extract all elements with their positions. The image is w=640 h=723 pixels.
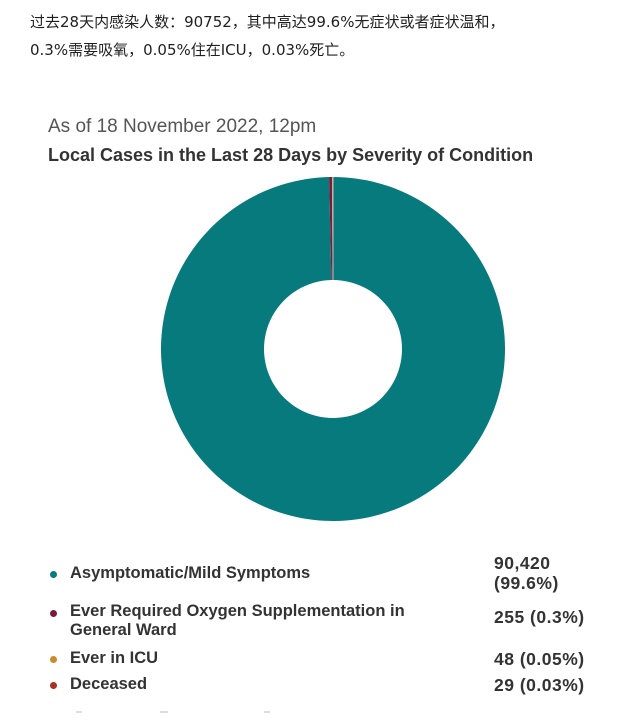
legend-value: 29 (0.03%) [494, 675, 614, 695]
donut-chart [160, 177, 505, 521]
chart-card: As of 18 November 2022, 12pm Local Cases… [0, 100, 640, 723]
legend-label-line: Ever in ICU [70, 649, 159, 667]
legend-marker [50, 571, 57, 578]
legend-label-line: General Ward [70, 621, 177, 639]
legend-value-line: 90,420 [494, 553, 551, 573]
legend-value-line: (99.6%) [494, 573, 559, 593]
legend-marker [50, 656, 57, 663]
legend-label-line: Deceased [70, 675, 148, 693]
legend-value: 90,420 (99.6%) [494, 553, 614, 593]
legend-label-line: Asymptomatic/Mild Symptoms [70, 564, 311, 582]
legend-marker [50, 610, 57, 617]
legend-label: Deceased [70, 675, 460, 694]
bottom-edge [0, 711, 640, 715]
chart-subtitle: As of 18 November 2022, 12pm [48, 116, 317, 137]
intro-line-2: 0.3%需要吸氧，0.05%住在ICU，0.03%死亡。 [30, 41, 355, 59]
intro-text: 过去28天内感染人数：90752，其中高达99.6%无症状或者症状温和， 0.3… [30, 8, 630, 64]
chart-title: Local Cases in the Last 28 Days by Sever… [48, 145, 534, 165]
legend-value-line: 48 (0.05%) [494, 649, 585, 669]
legend-value: 255 (0.3%) [494, 607, 614, 627]
donut-slice [332, 177, 333, 281]
donut-slice [329, 177, 333, 281]
legend-value-line: 255 (0.3%) [494, 607, 585, 627]
legend-label: Ever in ICU [70, 649, 460, 668]
legend-value: 48 (0.05%) [494, 649, 614, 669]
legend-label: Ever Required Oxygen Supplementation in G… [70, 602, 460, 640]
legend-value-line: 29 (0.03%) [494, 675, 585, 695]
intro-line-1: 过去28天内感染人数：90752，其中高达99.6%无症状或者症状温和， [30, 13, 505, 31]
donut-slice [160, 177, 505, 521]
legend-marker [50, 682, 57, 689]
legend-label-line: Ever Required Oxygen Supplementation in [70, 602, 405, 620]
legend-label: Asymptomatic/Mild Symptoms [70, 564, 460, 583]
